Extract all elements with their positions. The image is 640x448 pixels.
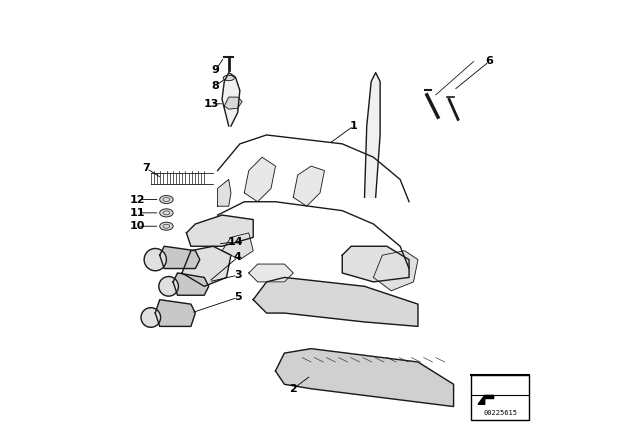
Text: 8: 8 xyxy=(211,81,220,91)
Polygon shape xyxy=(373,251,418,291)
Polygon shape xyxy=(182,246,231,286)
Polygon shape xyxy=(222,233,253,260)
Polygon shape xyxy=(293,166,324,206)
Text: 4: 4 xyxy=(234,252,241,263)
Bar xyxy=(472,375,529,420)
Text: 1: 1 xyxy=(349,121,357,131)
Polygon shape xyxy=(160,246,200,268)
Text: 6: 6 xyxy=(485,56,493,66)
Ellipse shape xyxy=(160,195,173,203)
Ellipse shape xyxy=(160,209,173,217)
Ellipse shape xyxy=(160,222,173,230)
Text: 2: 2 xyxy=(289,384,297,394)
Text: 11: 11 xyxy=(130,208,145,218)
Polygon shape xyxy=(253,277,418,327)
Polygon shape xyxy=(478,396,493,404)
Circle shape xyxy=(159,276,179,296)
Polygon shape xyxy=(222,73,240,126)
Polygon shape xyxy=(365,73,380,197)
Text: 00225615: 00225615 xyxy=(483,410,517,416)
Polygon shape xyxy=(173,273,209,295)
Text: 5: 5 xyxy=(234,293,241,302)
Polygon shape xyxy=(156,300,195,327)
Polygon shape xyxy=(342,246,409,282)
Polygon shape xyxy=(186,215,253,246)
Polygon shape xyxy=(249,264,293,282)
Text: 14: 14 xyxy=(228,237,243,247)
Polygon shape xyxy=(218,180,231,206)
Polygon shape xyxy=(275,349,454,406)
Text: 7: 7 xyxy=(143,164,150,173)
Circle shape xyxy=(144,249,166,271)
Text: 10: 10 xyxy=(130,221,145,231)
Text: 9: 9 xyxy=(211,65,220,75)
Ellipse shape xyxy=(223,75,234,81)
Text: 3: 3 xyxy=(234,270,241,280)
Polygon shape xyxy=(224,97,242,109)
Polygon shape xyxy=(244,157,275,202)
Circle shape xyxy=(141,308,161,327)
Text: 12: 12 xyxy=(130,194,145,205)
Text: 13: 13 xyxy=(204,99,219,109)
